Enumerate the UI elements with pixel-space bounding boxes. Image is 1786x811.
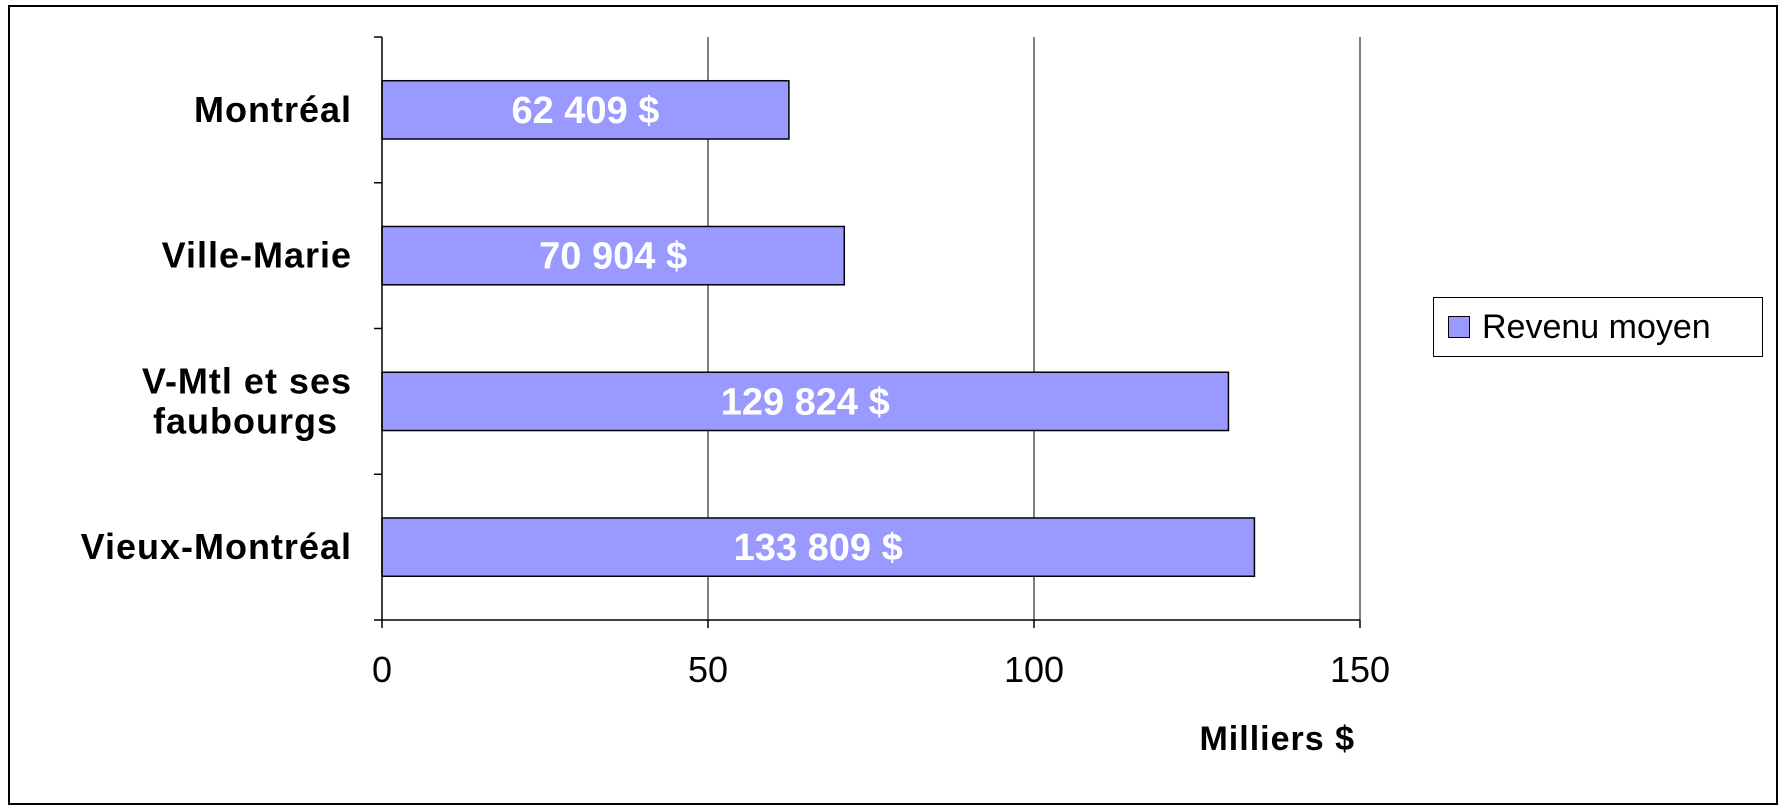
- data-label: 133 809 $: [734, 527, 903, 569]
- bar: [381, 225, 846, 286]
- bars: [381, 79, 1256, 578]
- data-label: 70 904 $: [539, 236, 687, 278]
- x-tick-label: 0: [372, 649, 392, 690]
- category-label: Ville-Marie: [162, 235, 352, 276]
- category-label: Montréal: [194, 89, 352, 130]
- bar: [381, 79, 790, 140]
- legend: Revenu moyen: [1433, 297, 1763, 357]
- data-label: 129 824 $: [721, 381, 890, 423]
- bar: [381, 371, 1230, 432]
- data-label: 62 409 $: [511, 90, 659, 132]
- labels: 0 50 100 150 62 409 $ Montréal 70 904 $ Ville-M…: [81, 89, 1390, 690]
- x-tick-label: 150: [1330, 649, 1390, 690]
- legend-swatch: [1448, 316, 1470, 338]
- bar: [381, 517, 1256, 578]
- x-tick-label: 100: [1004, 649, 1064, 690]
- chart-frame: [8, 5, 1778, 805]
- axes: [374, 36, 1361, 628]
- legend-label: Revenu moyen: [1482, 307, 1711, 346]
- x-axis-title: Milliers $: [1199, 720, 1355, 758]
- category-label: Vieux-Montréal: [81, 526, 352, 567]
- x-tick-label: 50: [688, 649, 728, 690]
- category-label: V-Mtl et ses: [142, 360, 352, 401]
- category-label: faubourgs: [153, 400, 338, 441]
